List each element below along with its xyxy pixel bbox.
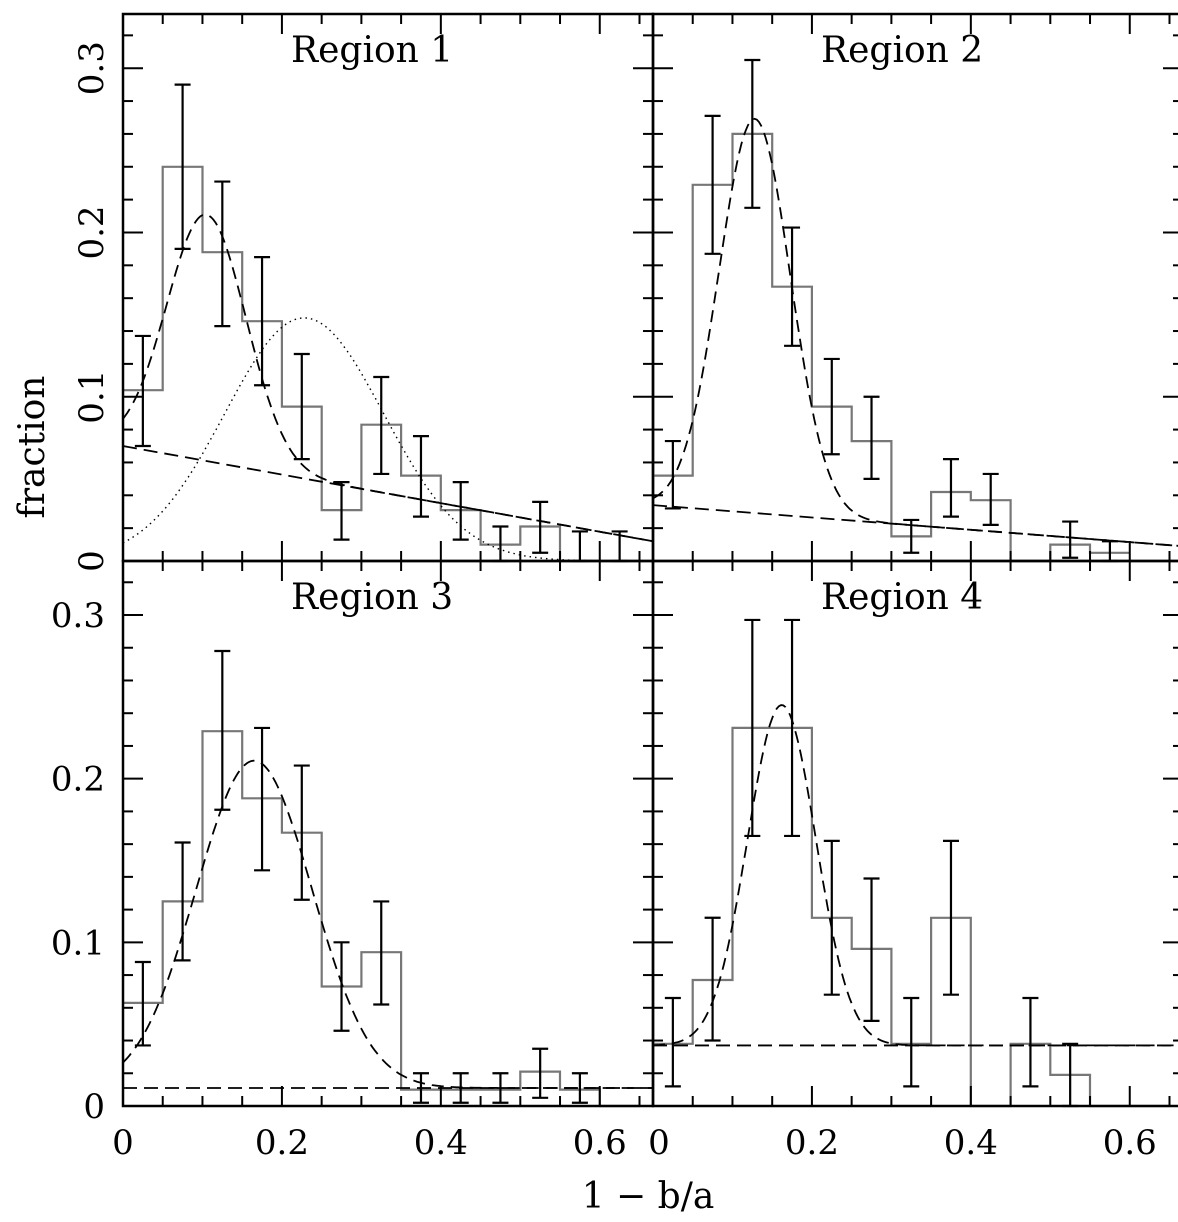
y-tick-label: 0.2	[72, 205, 112, 259]
error-bar	[134, 334, 151, 448]
panel-region-4: Region 4 0 0.2 0.4 0.6	[648, 559, 1178, 1163]
error-bar	[293, 764, 310, 901]
panel-region-2: Region 2	[651, 12, 1178, 563]
error-bar	[373, 900, 390, 1006]
error-bar	[571, 1072, 588, 1104]
panel-title: Region 1	[291, 30, 453, 71]
histogram-steps	[123, 165, 600, 563]
error-bar	[903, 518, 920, 554]
error-bar	[1022, 996, 1039, 1088]
y-tick-label: 0.2	[51, 760, 105, 800]
gaussian-fit-curve	[122, 759, 653, 1089]
error-bar	[942, 839, 959, 996]
x-tick-label: 0.2	[255, 1123, 309, 1163]
error-bar	[744, 618, 761, 838]
error-bar	[863, 395, 880, 480]
error-bar	[823, 357, 840, 456]
panel-frame	[651, 559, 1178, 1108]
error-bar	[664, 996, 681, 1088]
error-bar	[174, 83, 191, 250]
histogram-steps	[653, 132, 1130, 563]
error-bar	[704, 114, 721, 255]
gaussian-fit-curve	[652, 117, 1178, 547]
error-bar	[333, 481, 350, 541]
gaussian-fit-curve	[122, 213, 654, 543]
x-axis-label: 1 − b/a	[582, 1176, 715, 1217]
error-bar	[333, 941, 350, 1032]
x-tick-label: 0.2	[785, 1123, 839, 1163]
error-bar	[452, 1072, 469, 1104]
panel-region-1: Region 1 0 0.1 0.2 0.3	[72, 12, 655, 572]
error-bar	[863, 877, 880, 1022]
panel-region-3: Region 3 0 0.2 0.4 0.6 0 0.1 0.2 0.3	[51, 559, 655, 1163]
error-bar	[214, 180, 231, 328]
error-bar	[664, 439, 681, 510]
y-tick-label: 0	[72, 550, 112, 572]
y-tick-label: 0.1	[72, 370, 112, 424]
error-bar	[254, 256, 271, 387]
error-bar	[373, 375, 390, 476]
error-bar	[1062, 520, 1079, 559]
error-bar	[784, 618, 801, 838]
y-tick-label: 0.1	[51, 923, 105, 963]
background-fit-line	[122, 445, 654, 543]
x-tick-label: 0.4	[414, 1123, 468, 1163]
dotted-model-curve	[122, 317, 653, 562]
y-axis-label: fraction	[12, 376, 53, 519]
error-bar	[571, 530, 588, 563]
error-bar	[903, 996, 920, 1088]
panel-title: Region 4	[821, 577, 983, 618]
panels-group: Region 1 0 0.1 0.2 0.3 Region 2 Region 3 0 0.2 0.…	[51, 12, 1178, 1163]
error-bar	[704, 916, 721, 1042]
error-bar	[412, 1072, 429, 1104]
x-tick-label: 0	[648, 1123, 670, 1163]
error-bar	[1101, 540, 1118, 563]
error-bar	[452, 481, 469, 541]
x-tick-label: 0.6	[573, 1123, 627, 1163]
error-bar	[982, 472, 999, 526]
error-bar	[744, 58, 761, 209]
error-bar	[134, 960, 151, 1047]
error-bar	[254, 726, 271, 872]
error-bar	[214, 649, 231, 811]
error-bar	[293, 352, 310, 461]
y-tick-label: 0	[83, 1087, 105, 1127]
x-tick-label: 0.6	[1103, 1123, 1157, 1163]
error-bar	[942, 458, 959, 518]
error-bar	[412, 435, 429, 518]
panel-title: Region 3	[291, 577, 453, 618]
y-tick-label: 0.3	[51, 596, 105, 636]
panel-title: Region 2	[821, 30, 983, 71]
panel-frame	[121, 12, 655, 563]
error-bar	[492, 1072, 509, 1104]
panel-frame	[651, 12, 1178, 563]
error-bar	[784, 226, 801, 347]
error-bar	[532, 1047, 549, 1099]
histogram-steps	[123, 730, 640, 1108]
x-tick-label: 0	[112, 1123, 134, 1163]
error-bar	[174, 841, 191, 962]
gaussian-fit-curve	[652, 704, 1178, 1047]
y-tick-label: 0.3	[72, 41, 112, 95]
error-bar	[532, 500, 549, 554]
x-tick-label: 0.4	[944, 1123, 998, 1163]
error-bar	[823, 839, 840, 996]
